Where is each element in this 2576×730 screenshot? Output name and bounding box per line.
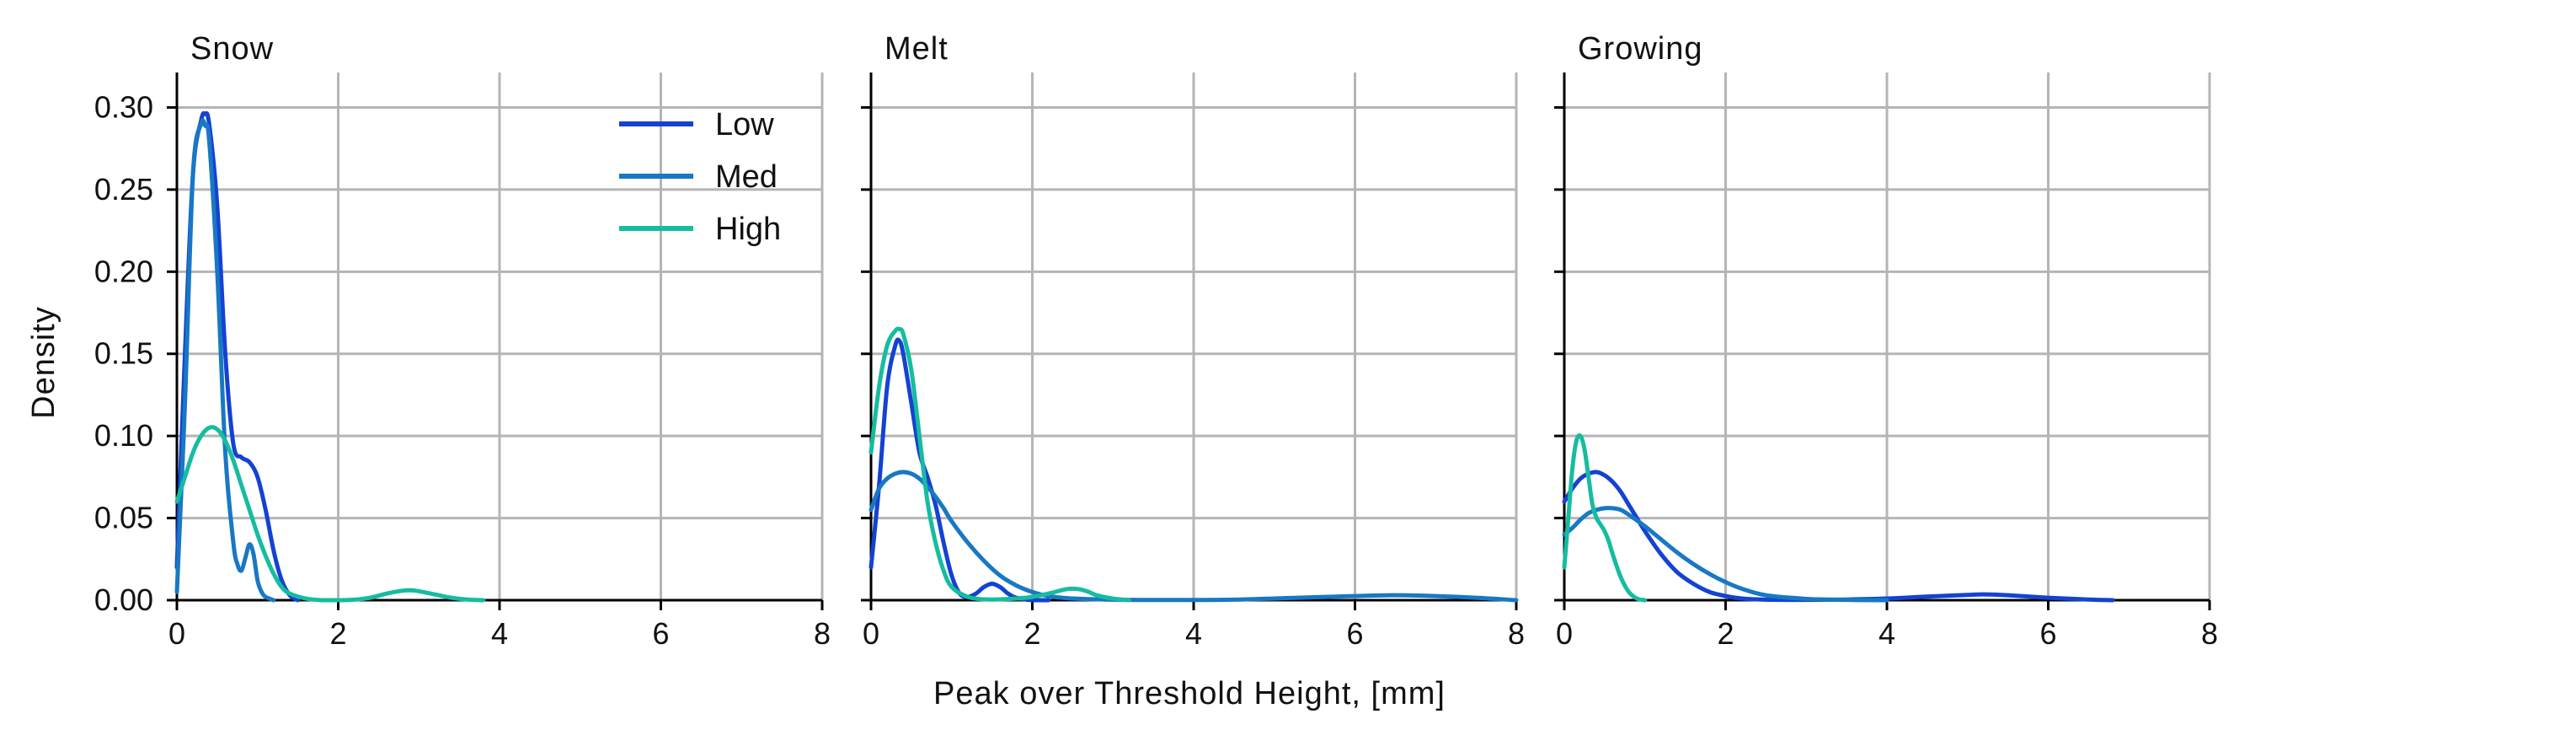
series-low-growing <box>1562 470 2115 603</box>
legend-label: Med <box>715 159 778 195</box>
grid-growing <box>1564 72 2211 600</box>
legend-label: Low <box>715 107 774 142</box>
series-med-snow <box>174 118 276 603</box>
y-tick-label: 0.20 <box>94 254 153 288</box>
series-high-melt <box>868 326 1131 603</box>
x-tick-label: 0 <box>1556 616 1573 651</box>
series-low-snow <box>174 110 301 603</box>
x-tick-label: 8 <box>2201 616 2218 651</box>
y-axis-label: Density <box>26 306 61 419</box>
panel-melt: 0 2 4 6 8 Melt <box>861 31 1525 651</box>
panel-growing: 0 2 4 6 8 Growing <box>1554 31 2218 651</box>
x-tick-label: 2 <box>329 616 346 651</box>
x-tick-label: 8 <box>814 616 831 651</box>
x-tick-label: 6 <box>2039 616 2056 651</box>
series-med-melt <box>868 470 1519 603</box>
series-low-melt <box>868 337 1051 603</box>
y-tick-label: 0.05 <box>94 501 153 535</box>
series-med-growing <box>1562 506 1889 603</box>
y-tick-label: 0.15 <box>94 336 153 371</box>
grid-snow <box>177 72 824 600</box>
panel-title-melt: Melt <box>884 31 949 67</box>
y-tick-label: 0.25 <box>94 172 153 207</box>
x-tick-label: 0 <box>168 616 185 651</box>
series-high-snow <box>174 425 486 603</box>
panels: 0.00 0.05 0.10 0.15 0.20 0.25 0.30 0 2 4 6 8 Snow 0 2 4… <box>94 31 2218 651</box>
x-tick-label: 4 <box>1185 616 1202 651</box>
x-axis-label: Peak over Threshold Height, [mm] <box>933 676 1446 711</box>
legend-item-high: High <box>619 212 781 247</box>
legend-item-med: Med <box>619 159 778 195</box>
y-tick-label: 0.00 <box>94 582 153 617</box>
y-tick-label: 0.30 <box>94 89 153 124</box>
x-tick-label: 2 <box>1717 616 1734 651</box>
legend: Low Med High <box>619 107 781 247</box>
grid-melt <box>871 72 1518 600</box>
x-tick-label: 2 <box>1023 616 1040 651</box>
panel-title-growing: Growing <box>1578 31 1703 67</box>
x-tick-label: 4 <box>1879 616 1895 651</box>
x-tick-label: 6 <box>1346 616 1363 651</box>
panel-snow: 0.00 0.05 0.10 0.15 0.20 0.25 0.30 0 2 4 6 8 Snow <box>94 31 831 651</box>
legend-label: High <box>715 212 781 247</box>
y-tick-label: 0.10 <box>94 418 153 453</box>
x-tick-label: 0 <box>863 616 879 651</box>
x-tick-label: 8 <box>1508 616 1525 651</box>
panel-title-snow: Snow <box>190 31 274 67</box>
series-high-growing <box>1562 433 1648 603</box>
x-tick-label: 4 <box>491 616 508 651</box>
x-tick-label: 6 <box>652 616 669 651</box>
legend-item-low: Low <box>619 107 774 142</box>
